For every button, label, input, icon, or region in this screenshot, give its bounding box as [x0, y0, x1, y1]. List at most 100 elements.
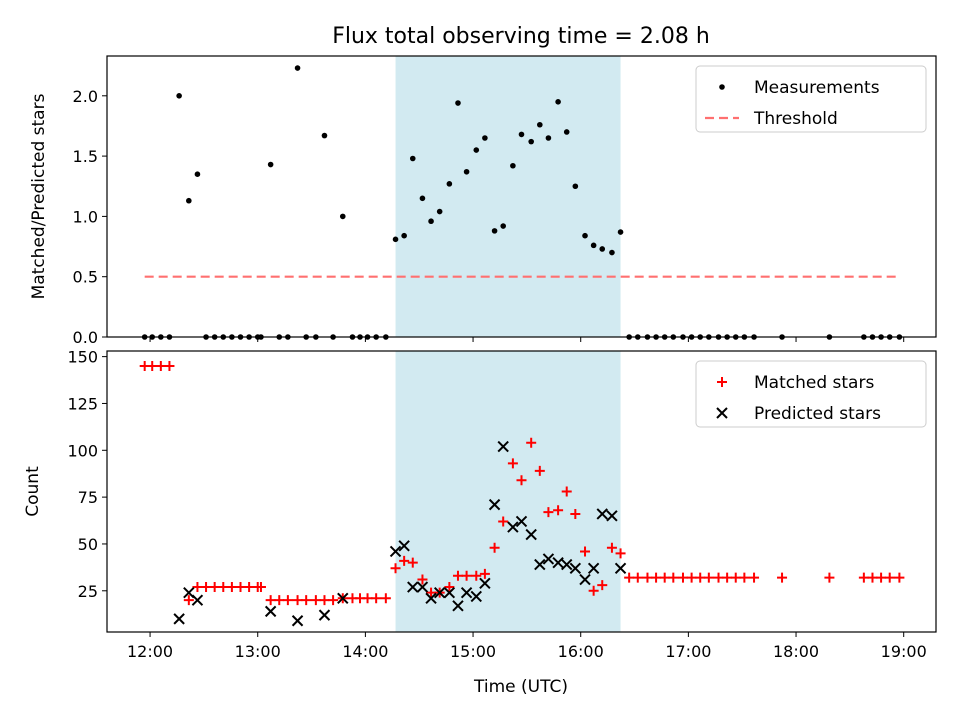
legend-label: Threshold [753, 109, 838, 129]
predicted-star-point [579, 573, 591, 586]
matched-star-point [328, 595, 339, 606]
predicted-star-point [337, 592, 349, 604]
predicted-star-point [318, 609, 331, 621]
matched-star-point [553, 505, 564, 516]
y-axis-label: Count [23, 466, 43, 517]
matched-star-point [624, 572, 635, 583]
matched-star-point [461, 570, 472, 581]
matched-star-point [183, 595, 194, 606]
y-tick-label: 100 [67, 441, 98, 460]
predicted-star-point [389, 545, 402, 558]
predicted-star-point [542, 553, 555, 565]
x-tick-label: 13:00 [235, 642, 281, 661]
measurement-point [599, 246, 606, 252]
matched-star-point [561, 486, 572, 497]
predicted-star-point [191, 594, 204, 606]
measurement-point [582, 232, 588, 239]
measurement-point [428, 218, 434, 225]
matched-star-point [380, 593, 391, 604]
measurement-point [491, 228, 498, 234]
matched-star-point [677, 572, 688, 583]
matched-star-point [884, 572, 895, 583]
observing-span [395, 56, 621, 337]
x-tick-label: 17:00 [665, 642, 711, 661]
measurement-point [455, 100, 461, 106]
matched-star-point [739, 572, 750, 583]
measurement-point [176, 92, 182, 99]
y-tick-label: 2.0 [73, 87, 98, 106]
y-tick-label: 1.0 [73, 207, 98, 226]
matched-star-point [164, 360, 175, 371]
matched-star-point [192, 582, 203, 593]
matched-star-point [713, 572, 724, 583]
measurement-point [572, 183, 579, 190]
matched-star-point [310, 595, 321, 606]
matched-star-point [444, 582, 455, 593]
measurement-point [545, 135, 552, 141]
matched-star-point [894, 572, 905, 583]
predicted-star-point [534, 558, 546, 571]
predicted-star-point [488, 498, 501, 511]
measurement-point [194, 171, 201, 177]
matched-star-point [858, 572, 869, 583]
matched-star-point [479, 568, 490, 579]
predicted-star-point [407, 581, 419, 593]
matched-star-point [867, 572, 878, 583]
legend-label: Predicted stars [754, 404, 881, 424]
matched-star-point [319, 595, 330, 606]
matched-star-point [226, 582, 237, 593]
panel-bottom-counts: 25 50 75 100 125 150 12:00 13:00 14:00 15:00 16:00… [23, 348, 937, 661]
x-axis-label: Time (UTC) [473, 677, 568, 697]
matched-star-point [265, 595, 276, 606]
predicted-star-point [587, 562, 600, 575]
predicted-star-point [497, 440, 509, 453]
measurement-point [510, 162, 516, 169]
matched-star-point [777, 572, 788, 583]
matched-star-point [642, 572, 653, 583]
matched-star-point [218, 582, 229, 593]
predicted-star-point [470, 590, 482, 603]
matched-star-point [498, 516, 509, 527]
predicted-star-point [291, 615, 304, 627]
predicted-star-point [425, 592, 437, 604]
legend-matched-swatch [717, 377, 727, 387]
x-tick-label: 15:00 [450, 642, 496, 661]
predicted-star-point [614, 562, 627, 575]
matched-star-point [695, 572, 706, 583]
matched-star-point [876, 572, 887, 583]
measurement-point [446, 181, 453, 187]
measurement-point [609, 249, 615, 256]
matched-star-point [516, 475, 527, 486]
y-tick-label: 150 [67, 348, 98, 367]
measurement-point [528, 138, 534, 145]
predicted-star-point [398, 540, 410, 552]
measurement-point [401, 232, 407, 239]
legend-predicted-swatch [716, 407, 728, 419]
y-tick-label: 0.5 [73, 268, 98, 287]
matched-star-point [659, 572, 670, 583]
axes-frame [106, 350, 937, 633]
measurement-point [392, 236, 399, 243]
x-tick-label: 16:00 [558, 642, 604, 661]
measurement-point [473, 147, 480, 153]
y-tick-label: 1.5 [73, 147, 98, 166]
matched-star-point [588, 585, 599, 596]
y-axis-label: Matched/Predicted stars [29, 93, 49, 299]
matched-star-point [526, 437, 537, 448]
predicted-star-point [525, 528, 537, 541]
matched-star-point [534, 465, 545, 476]
measurement-point [186, 197, 192, 204]
matched-star-point [651, 572, 662, 583]
predicted-star-point [479, 577, 491, 590]
x-tick-label: 12:00 [127, 642, 173, 661]
matched-star-point [209, 582, 220, 593]
matched-star-point [390, 563, 401, 574]
matched-star-point [155, 360, 166, 371]
measurement-point [482, 135, 488, 141]
matched-star-point [426, 587, 437, 598]
y-tick-label: 75 [78, 488, 98, 507]
matched-star-point [686, 572, 697, 583]
matched-star-point [824, 572, 835, 583]
predicted-star-point [433, 586, 446, 599]
